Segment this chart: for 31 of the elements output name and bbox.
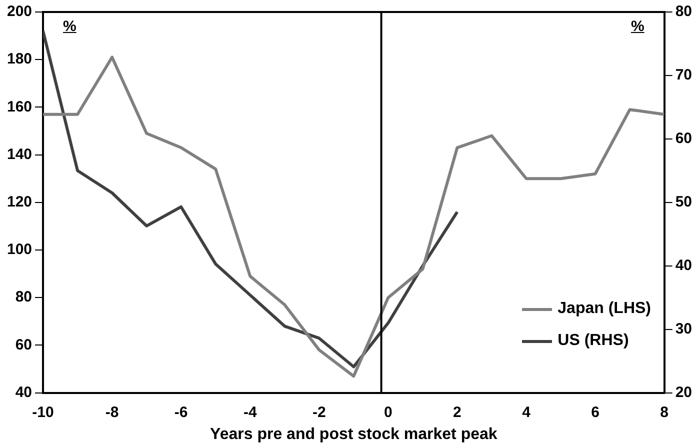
y-tick-label: 200 bbox=[6, 3, 32, 20]
x-axis-title: Years pre and post stock market peak bbox=[210, 426, 498, 443]
x-tick-label: -10 bbox=[32, 404, 54, 421]
y2-tick-label: 50 bbox=[675, 194, 692, 211]
y2-tick-label: 60 bbox=[675, 130, 692, 148]
y-tick-label: 80 bbox=[15, 288, 32, 306]
y2-tick-label: 70 bbox=[675, 66, 692, 84]
x-tick-label: -2 bbox=[312, 404, 326, 421]
legend-label: US (RHS) bbox=[558, 332, 629, 350]
y-tick-label: 140 bbox=[6, 146, 32, 163]
x-tick-label: 4 bbox=[522, 404, 532, 421]
x-tick-label: -6 bbox=[174, 404, 188, 421]
y-tick-label: 60 bbox=[15, 336, 32, 354]
y2-tick-label: 80 bbox=[675, 3, 692, 20]
annotation: % bbox=[630, 18, 644, 35]
x-tick-label: 6 bbox=[591, 404, 600, 421]
y2-tick-label: 40 bbox=[675, 257, 692, 274]
x-tick-label: -8 bbox=[105, 404, 119, 421]
annotation: % bbox=[63, 18, 76, 35]
y-tick-label: 180 bbox=[6, 50, 32, 68]
y-tick-label: 100 bbox=[6, 241, 32, 258]
y2-tick-label: 20 bbox=[675, 384, 692, 401]
x-tick-label: 8 bbox=[660, 404, 668, 421]
x-tick-label: 2 bbox=[453, 404, 462, 421]
y-tick-label: 120 bbox=[6, 194, 32, 211]
y2-tick-label: 30 bbox=[675, 320, 692, 338]
x-tick-label: -4 bbox=[243, 404, 258, 421]
x-tick-label: 0 bbox=[384, 404, 392, 421]
y-tick-label: 40 bbox=[15, 384, 32, 401]
legend-label: Japan (LHS) bbox=[558, 300, 651, 318]
y-tick-label: 160 bbox=[6, 98, 32, 116]
